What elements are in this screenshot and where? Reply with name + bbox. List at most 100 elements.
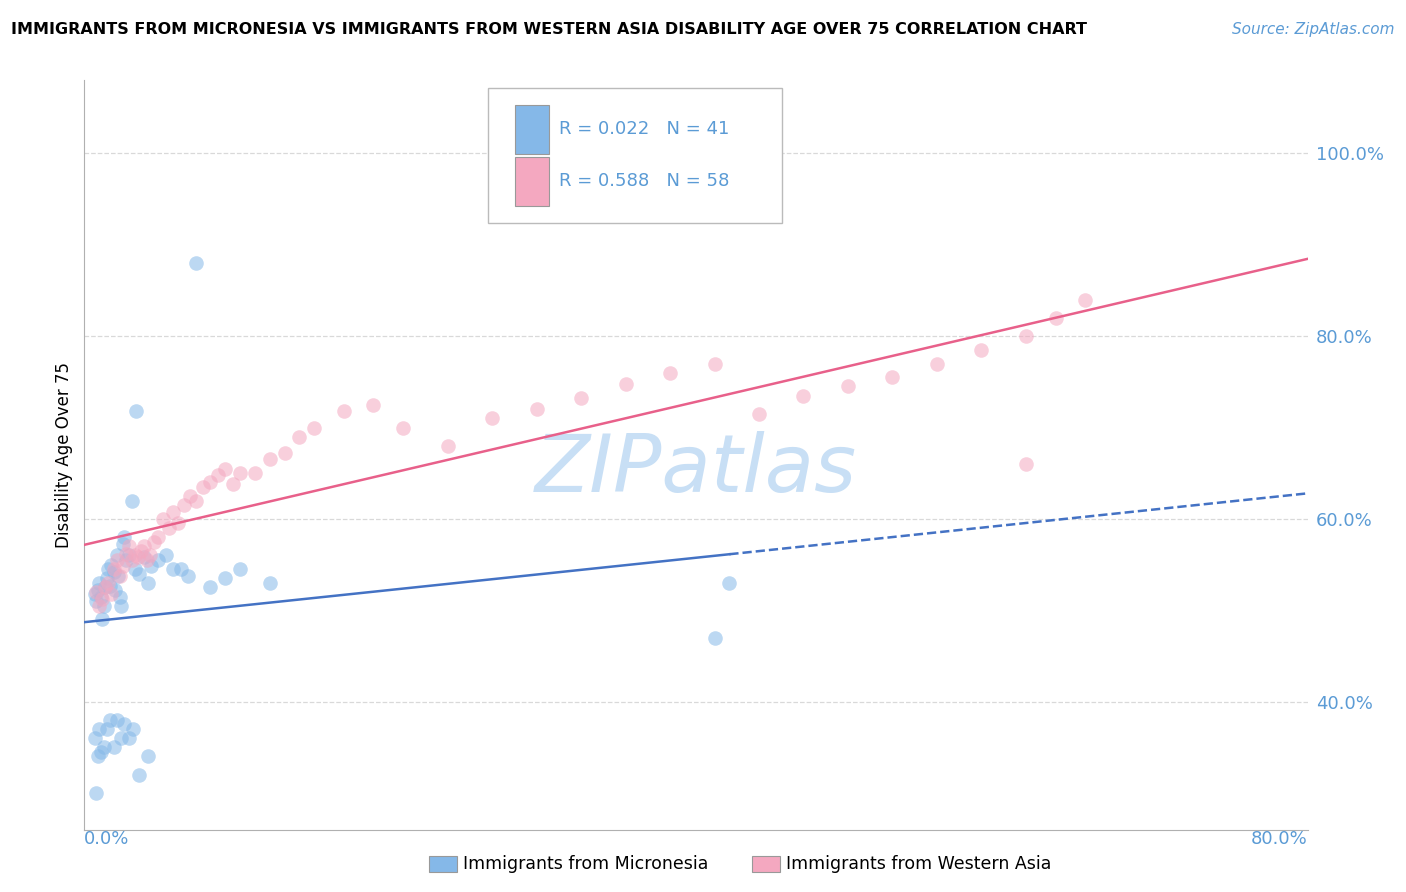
Point: [200, 475, 222, 490]
Point: [98, 578, 121, 592]
Point: [288, 430, 311, 444]
Point: [89, 599, 111, 613]
Point: [157, 521, 180, 535]
Point: [136, 575, 159, 590]
Point: [1015, 457, 1038, 471]
Text: IMMIGRANTS FROM MICRONESIA VS IMMIGRANTS FROM WESTERN ASIA DISABILITY AGE OVER 7: IMMIGRANTS FROM MICRONESIA VS IMMIGRANTS…: [11, 22, 1087, 37]
Point: [703, 631, 725, 645]
Point: [526, 402, 548, 417]
Point: [86, 749, 108, 764]
Point: [173, 498, 195, 512]
Point: [177, 568, 200, 582]
Point: [259, 452, 281, 467]
Point: [1074, 293, 1097, 307]
Point: [703, 357, 725, 371]
Point: [90, 745, 112, 759]
Point: [748, 407, 770, 421]
Point: [243, 466, 266, 480]
Point: [111, 537, 134, 551]
Point: [105, 553, 128, 567]
Point: [166, 516, 188, 531]
Point: [112, 717, 135, 731]
Point: [162, 505, 184, 519]
Point: [122, 722, 145, 736]
Point: [229, 562, 252, 576]
Point: [108, 568, 131, 582]
Point: [132, 539, 155, 553]
Text: 80.0%: 80.0%: [1251, 830, 1308, 847]
Point: [103, 562, 125, 576]
Point: [191, 480, 214, 494]
Point: [128, 768, 150, 782]
Point: [127, 550, 149, 565]
Point: [139, 559, 162, 574]
Point: [89, 722, 111, 736]
Point: [436, 439, 458, 453]
Point: [152, 512, 174, 526]
Text: 0.0%: 0.0%: [84, 830, 129, 847]
Point: [229, 466, 252, 480]
Text: ZIPatlas: ZIPatlas: [534, 431, 858, 509]
Point: [970, 343, 993, 357]
Point: [162, 562, 184, 576]
FancyBboxPatch shape: [488, 87, 782, 223]
Point: [121, 493, 143, 508]
Point: [200, 581, 222, 595]
Point: [148, 530, 170, 544]
Point: [221, 477, 243, 491]
Point: [84, 786, 107, 800]
Point: [1015, 329, 1038, 343]
Point: [925, 357, 948, 371]
Point: [125, 404, 148, 418]
Point: [96, 722, 118, 736]
Point: [481, 411, 503, 425]
Point: [91, 612, 114, 626]
Point: [115, 553, 138, 567]
Point: [94, 581, 117, 595]
Point: [837, 379, 859, 393]
Text: R = 0.022   N = 41: R = 0.022 N = 41: [560, 120, 730, 138]
Point: [118, 731, 141, 746]
Point: [108, 590, 131, 604]
Point: [83, 587, 105, 601]
Point: [148, 553, 170, 567]
Text: R = 0.588   N = 58: R = 0.588 N = 58: [560, 172, 730, 190]
Point: [110, 599, 132, 613]
Point: [273, 446, 295, 460]
Point: [110, 731, 132, 746]
FancyBboxPatch shape: [515, 158, 550, 206]
Point: [124, 549, 146, 563]
Point: [115, 547, 138, 561]
Point: [103, 740, 125, 755]
Point: [569, 391, 592, 405]
Point: [118, 549, 141, 563]
Point: [84, 594, 107, 608]
Point: [214, 571, 236, 585]
Point: [104, 583, 127, 598]
Point: [363, 398, 385, 412]
Point: [136, 749, 159, 764]
Y-axis label: Disability Age Over 75: Disability Age Over 75: [55, 362, 73, 548]
Point: [121, 553, 143, 567]
Point: [105, 549, 128, 563]
Point: [103, 565, 125, 579]
Text: Immigrants from Western Asia: Immigrants from Western Asia: [786, 855, 1052, 873]
Point: [792, 388, 814, 402]
Point: [105, 713, 128, 727]
Point: [184, 256, 207, 270]
Point: [97, 562, 120, 576]
Point: [118, 539, 141, 553]
Point: [1045, 310, 1067, 325]
Point: [96, 571, 118, 585]
Point: [170, 562, 193, 576]
Point: [614, 376, 637, 391]
Point: [93, 740, 115, 755]
Point: [94, 581, 117, 595]
Point: [83, 731, 105, 746]
Point: [155, 549, 177, 563]
Point: [90, 590, 112, 604]
Point: [882, 370, 904, 384]
Point: [112, 530, 135, 544]
Point: [143, 534, 166, 549]
Point: [89, 575, 111, 590]
